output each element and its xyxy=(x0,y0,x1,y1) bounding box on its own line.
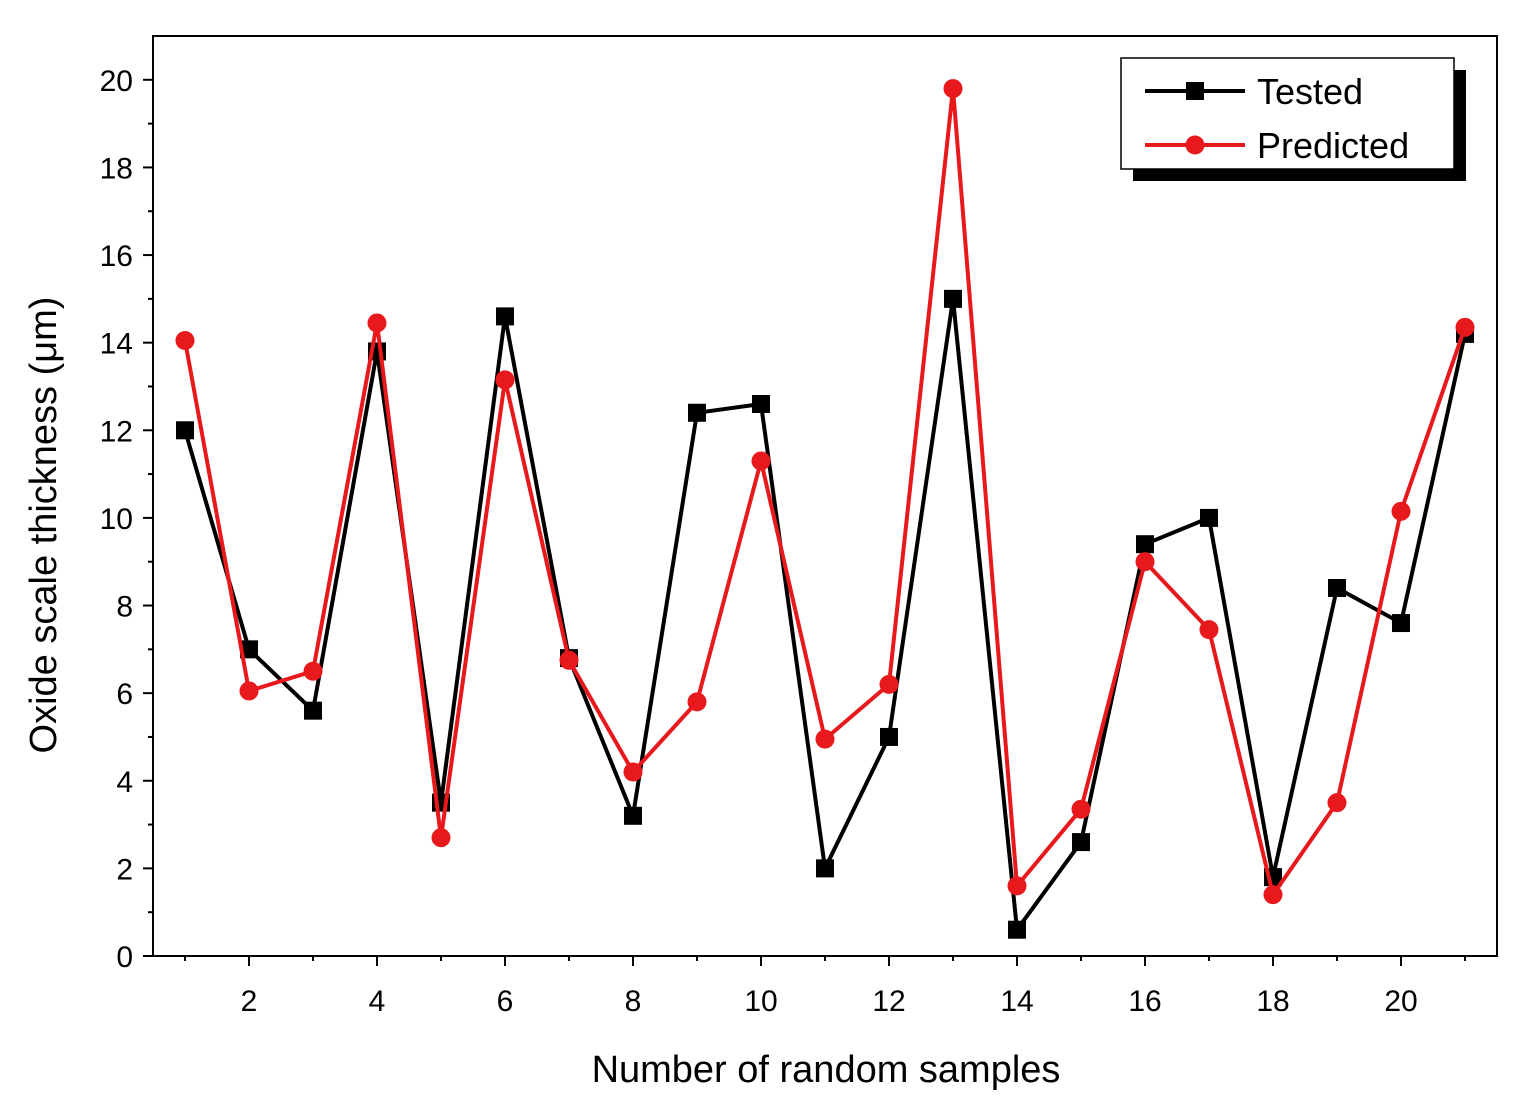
y-tick-label: 16 xyxy=(100,240,133,273)
tested-point xyxy=(624,806,642,825)
legend: Tested Predicted xyxy=(1120,57,1466,181)
x-tick-label: 6 xyxy=(497,985,514,1018)
x-tick-label: 2 xyxy=(241,985,258,1018)
predicted-point xyxy=(559,650,579,670)
predicted-point xyxy=(751,451,771,471)
predicted-point xyxy=(1263,885,1283,905)
tested-point xyxy=(1136,535,1154,554)
predicted-point xyxy=(1007,876,1027,896)
predicted-point xyxy=(175,330,195,350)
y-axis-label: Oxide scale thickness (μm) xyxy=(23,297,65,754)
tested-point xyxy=(304,701,322,720)
legend-tested-label: Tested xyxy=(1257,71,1363,112)
x-axis-label: Number of random samples xyxy=(592,1049,1061,1091)
legend-tested-marker xyxy=(1186,82,1204,100)
predicted-point xyxy=(431,828,451,848)
tested-point xyxy=(1072,833,1090,852)
series-group xyxy=(175,79,1475,939)
x-tick-label: 4 xyxy=(369,985,386,1018)
y-tick-label: 0 xyxy=(116,941,133,974)
predicted-point xyxy=(623,762,643,782)
tested-point xyxy=(1392,614,1410,633)
legend-predicted-label: Predicted xyxy=(1257,125,1409,166)
predicted-point xyxy=(367,313,387,333)
predicted-point xyxy=(1071,799,1091,819)
y-tick-label: 14 xyxy=(100,328,133,361)
tested-point xyxy=(1008,920,1026,939)
predicted-point xyxy=(943,79,963,99)
x-tick-label: 10 xyxy=(744,985,777,1018)
tested-point xyxy=(752,395,770,413)
legend-box xyxy=(1120,57,1455,170)
legend-predicted-marker xyxy=(1185,135,1205,155)
tested-point xyxy=(240,640,258,659)
x-tick-label: 12 xyxy=(872,985,905,1018)
tested-point xyxy=(496,307,514,326)
x-tick-label: 16 xyxy=(1128,985,1161,1018)
tested-point xyxy=(1328,579,1346,597)
y-tick-label: 20 xyxy=(100,65,133,98)
y-tick-label: 18 xyxy=(100,152,133,185)
x-tick-label: 14 xyxy=(1000,985,1033,1018)
predicted-point xyxy=(1327,793,1347,813)
predicted-point xyxy=(879,674,899,694)
y-tick-label: 8 xyxy=(116,591,133,624)
predicted-point xyxy=(815,729,835,749)
y-tick-label: 2 xyxy=(116,853,133,886)
y-tick-label: 4 xyxy=(116,766,133,799)
y-tick-label: 10 xyxy=(100,503,133,536)
tested-point xyxy=(816,859,834,878)
predicted-point xyxy=(1199,620,1219,640)
tested-point xyxy=(688,403,706,422)
tested-point xyxy=(176,421,194,440)
axes: 0 2 4 6 8 10 12 14 16 18 20 2 4 6 8 10 12 14 16 18 20 xyxy=(100,35,1498,1018)
y-tick-label: 6 xyxy=(116,678,133,711)
tested-point xyxy=(880,727,898,746)
predicted-point xyxy=(1391,501,1411,521)
x-tick-label: 18 xyxy=(1256,985,1289,1018)
y-tick-label: 12 xyxy=(100,415,133,448)
predicted-point xyxy=(303,661,323,681)
predicted-point xyxy=(1135,552,1155,572)
predicted-point xyxy=(239,681,259,701)
predicted-point xyxy=(1455,317,1475,337)
predicted-point xyxy=(495,370,515,390)
x-tick-label: 8 xyxy=(625,985,642,1018)
predicted-point xyxy=(687,692,707,712)
predicted-series xyxy=(175,79,1475,905)
tested-point xyxy=(944,289,962,308)
tested-point xyxy=(1200,508,1218,527)
x-tick-label: 20 xyxy=(1384,985,1417,1018)
